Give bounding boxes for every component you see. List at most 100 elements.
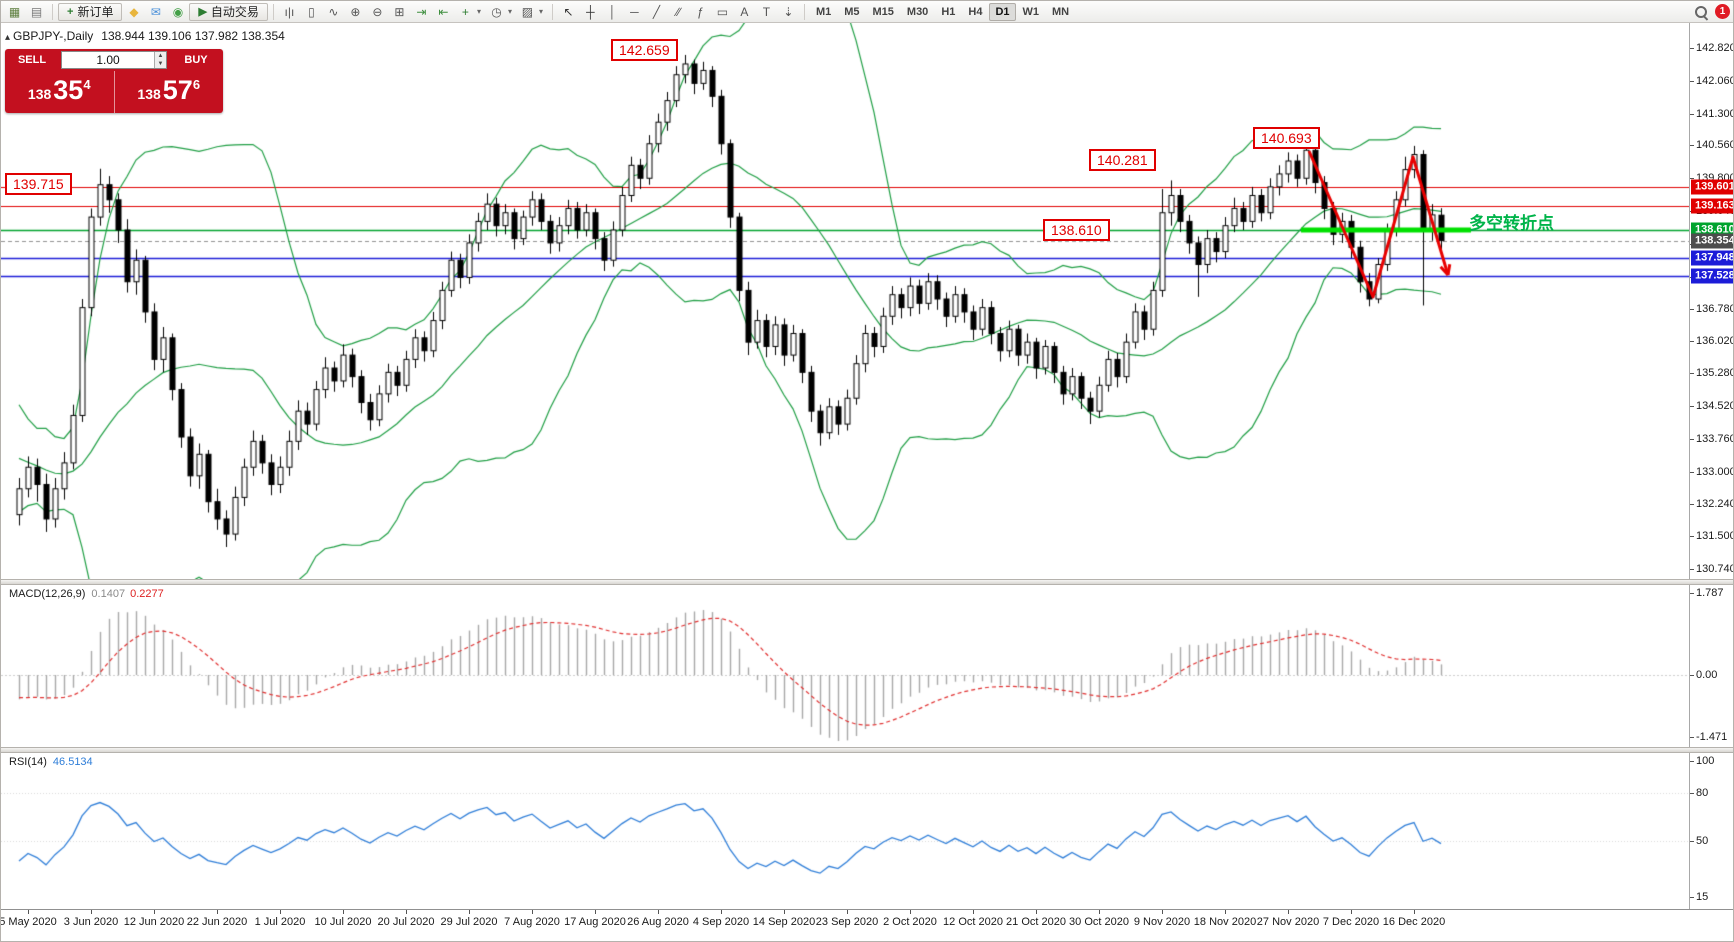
zoom-in-icon[interactable]: ⊕: [350, 4, 361, 19]
turning-point-note[interactable]: 多空转折点: [1469, 214, 1554, 233]
candle-chart-icon[interactable]: ▯: [308, 4, 315, 19]
timeframe-m15[interactable]: M15: [872, 5, 894, 18]
toolbar-right-group: 1: [1693, 4, 1732, 20]
date-label: 12 Jun 2020: [123, 916, 185, 928]
rsi-value: 46.5134: [52, 756, 93, 768]
channel-icon[interactable]: ∕∕: [676, 4, 681, 19]
panel-splitter[interactable]: [1, 579, 1733, 585]
date-tick: [1288, 910, 1289, 914]
timeframe-group: M1 M5 M15 M30 H1 H4 D1 W1 MN: [810, 2, 1075, 21]
buy-button[interactable]: 138 57 6: [115, 71, 224, 113]
timeframe-h4[interactable]: H4: [968, 5, 983, 18]
shapes-icon[interactable]: ▭: [716, 4, 729, 19]
toolbar-separator: [272, 3, 274, 20]
sell-button[interactable]: 138 35 4: [5, 71, 115, 113]
price-axis[interactable]: 142.820142.060141.300140.560139.800139.0…: [1689, 23, 1734, 579]
one-click-collapse-icon[interactable]: ▴: [5, 32, 11, 43]
rsi-axis[interactable]: 100 80 50 15: [1689, 753, 1733, 909]
timeframe-m5[interactable]: M5: [844, 5, 860, 18]
timeframe-d1[interactable]: D1: [989, 2, 1016, 21]
arrows-icon[interactable]: ⇣: [783, 4, 794, 19]
fibonacci-icon[interactable]: ƒ: [697, 4, 704, 19]
panel-splitter[interactable]: [1, 747, 1733, 753]
price-annotation[interactable]: 138.610: [1043, 219, 1110, 241]
vertical-line-icon[interactable]: │: [608, 4, 617, 19]
toolbar-separator: [52, 3, 53, 20]
price-annotation[interactable]: 139.715: [5, 173, 72, 195]
lot-size-value[interactable]: 1.00: [96, 53, 120, 67]
search-icon[interactable]: [1693, 4, 1709, 20]
mql5-icon[interactable]: ◆: [129, 4, 139, 19]
toolbar: ▦ ▤ + 新订单 ◆ ✉ ◉ ▶ 自动交易 ı|ı ▯ ∿ ⊕ ⊖ ⊞ ⇥ ⇤ + ▾ ◷ ▾ ▨ ▾ ↖ ┼ │…: [1, 1, 1733, 23]
date-label: 27 Nov 2020: [1256, 916, 1320, 928]
ask-pip-digit: 6: [192, 77, 201, 92]
sell-label[interactable]: SELL: [17, 54, 47, 66]
date-label: 18 Nov 2020: [1193, 916, 1257, 928]
price-annotation[interactable]: 140.693: [1253, 127, 1320, 149]
periods-icon[interactable]: ◷: [491, 4, 502, 19]
date-tick: [1036, 910, 1037, 914]
timeframe-m1[interactable]: M1: [815, 5, 832, 18]
date-label: 3 Jun 2020: [63, 916, 119, 928]
timeframe-mn[interactable]: MN: [1052, 5, 1070, 18]
date-tick: [28, 910, 29, 914]
date-label: 21 Oct 2020: [1006, 916, 1066, 928]
indicators-icon-dropdown[interactable]: ▾: [476, 7, 481, 16]
label-icon[interactable]: T: [762, 4, 771, 19]
ask-main-digits: 138: [137, 86, 161, 102]
crosshair-icon[interactable]: ┼: [586, 4, 595, 19]
date-tick: [154, 910, 155, 914]
rsi-axis-tick: 100: [1689, 755, 1715, 767]
price-annotation[interactable]: 140.281: [1089, 149, 1156, 171]
price-annotation[interactable]: 142.659: [611, 39, 678, 61]
price-marker: 139.163: [1691, 198, 1733, 214]
zoom-out-icon[interactable]: ⊖: [372, 4, 383, 19]
price-tick: 134.520: [1690, 399, 1734, 412]
timeframe-h1[interactable]: H1: [941, 5, 956, 18]
templates-icon-dropdown[interactable]: ▾: [538, 7, 543, 16]
autotrading-button[interactable]: ▶ 自动交易: [189, 2, 268, 21]
auto-scroll-icon[interactable]: ⇥: [416, 4, 427, 19]
lot-size-input[interactable]: 1.00 ▲ ▼: [61, 51, 167, 69]
lot-increase-button[interactable]: ▲: [155, 52, 166, 60]
notification-badge[interactable]: 1: [1715, 4, 1730, 19]
profiles-icon[interactable]: ▤: [30, 4, 43, 19]
trendline-icon[interactable]: ╱: [652, 4, 661, 19]
rsi-canvas[interactable]: [1, 753, 1689, 909]
date-axis[interactable]: 5 May 2020 3 Jun 2020 12 Jun 2020 22 Jun 20…: [0, 909, 1733, 941]
chart-shift-icon[interactable]: ⇤: [438, 4, 449, 19]
tile-windows-icon[interactable]: ⊞: [394, 4, 405, 19]
macd-axis-tick: 1.787: [1690, 587, 1724, 599]
bid-pip-digit: 4: [83, 77, 91, 92]
new-chart-icon[interactable]: ▦: [8, 4, 21, 19]
templates-icon[interactable]: ▨: [521, 4, 534, 19]
date-label: 26 Aug 2020: [627, 916, 689, 928]
lot-decrease-button[interactable]: ▼: [155, 60, 166, 68]
main-chart-canvas[interactable]: [1, 23, 1689, 579]
cursor-icon[interactable]: ↖: [563, 4, 574, 19]
price-marker: 138.354: [1691, 233, 1733, 249]
periods-icon-dropdown[interactable]: ▾: [507, 7, 512, 16]
timeframe-w1[interactable]: W1: [1022, 5, 1040, 18]
new-order-button[interactable]: + 新订单: [58, 2, 123, 21]
market-icon[interactable]: ◉: [172, 4, 184, 19]
price-tick: 141.300: [1690, 107, 1734, 120]
chat-icon[interactable]: ✉: [150, 4, 161, 19]
text-icon[interactable]: A: [740, 4, 749, 19]
bar-chart-icon[interactable]: ı|ı: [284, 4, 295, 19]
indicators-icon[interactable]: +: [461, 4, 469, 19]
rsi-label: RSI(14) 46.5134: [7, 756, 95, 768]
buy-label[interactable]: BUY: [184, 54, 208, 66]
date-tick: [1414, 910, 1415, 914]
date-label: 30 Oct 2020: [1069, 916, 1129, 928]
symbol-title: GBPJPY-,Daily: [13, 29, 94, 43]
horizontal-line-icon[interactable]: ─: [630, 4, 639, 19]
chart-management-group: ▦ ▤: [4, 2, 47, 22]
macd-canvas[interactable]: [1, 585, 1689, 747]
price-tick: 130.740: [1690, 563, 1734, 575]
date-label: 22 Jun 2020: [186, 916, 248, 928]
line-chart-icon[interactable]: ∿: [328, 4, 339, 19]
macd-axis[interactable]: 1.787 0.00 -1.471: [1689, 585, 1733, 747]
date-label: 5 May 2020: [0, 916, 57, 928]
timeframe-m30[interactable]: M30: [906, 5, 929, 18]
